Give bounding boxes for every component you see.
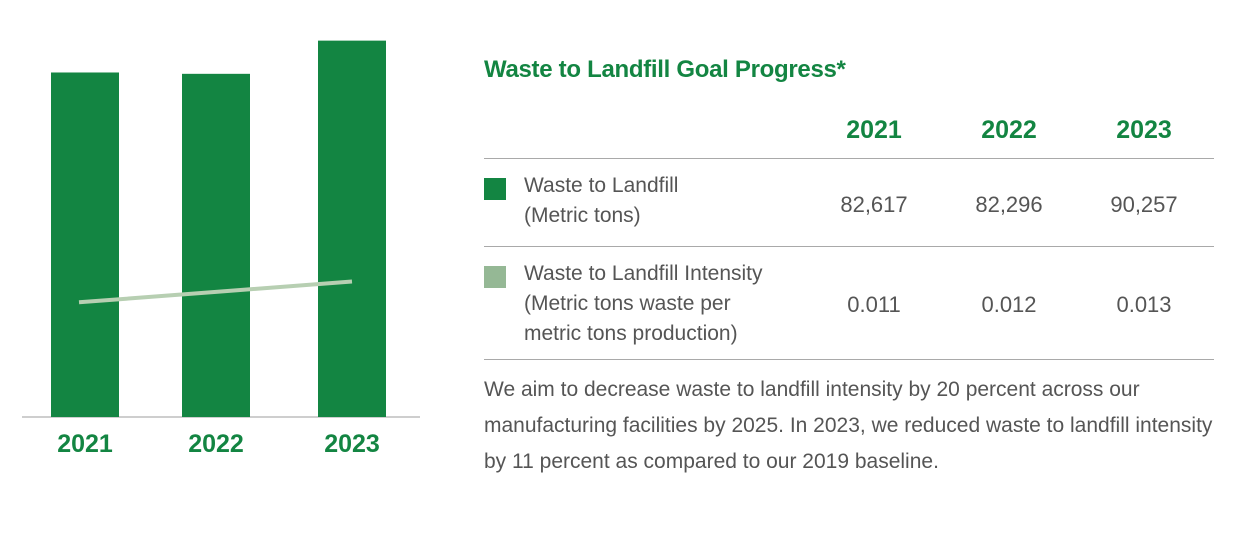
legend-swatch-waste [484,178,506,200]
year-header-2023: 2023 [1116,116,1172,144]
table-cell: 0.012 [981,292,1037,317]
row-label-line: metric tons production) [524,322,738,345]
bar-2021 [51,72,119,417]
year-header-2022: 2022 [981,116,1037,144]
x-tick-label: 2021 [57,430,113,458]
bar-2022 [182,73,250,417]
table-cell: 0.013 [1116,292,1172,317]
year-header-2021: 2021 [846,116,902,144]
intensity-line [78,279,353,305]
bar-2023 [318,40,386,418]
x-tick-label: 2022 [188,430,244,458]
table-cell: 82,296 [975,192,1043,217]
table-cell: 90,257 [1110,192,1178,217]
row-label-line: (Metric tons) [524,204,641,227]
row-label-line: Waste to Landfill [524,174,679,197]
row-label-line: (Metric tons waste per [524,292,731,315]
row-label-waste: Waste to Landfill (Metric tons) [524,171,678,231]
table-cell: 0.011 [847,292,901,317]
table-cell: 82,617 [840,192,908,217]
row-label-intensity: Waste to Landfill Intensity (Metric tons… [524,259,763,349]
table-rule-bottom [484,359,1214,360]
legend-swatch-intensity [484,266,506,288]
table-rule-top [484,158,1214,159]
row-label-line: Waste to Landfill Intensity [524,262,763,285]
waste-bar-chart: 2021 2022 2023 [22,40,420,458]
goal-note: We aim to decrease waste to landfill int… [484,378,1213,473]
x-tick-label: 2023 [324,430,380,458]
table-rule-middle [484,246,1214,247]
panel-title: Waste to Landfill Goal Progress* [484,56,846,83]
